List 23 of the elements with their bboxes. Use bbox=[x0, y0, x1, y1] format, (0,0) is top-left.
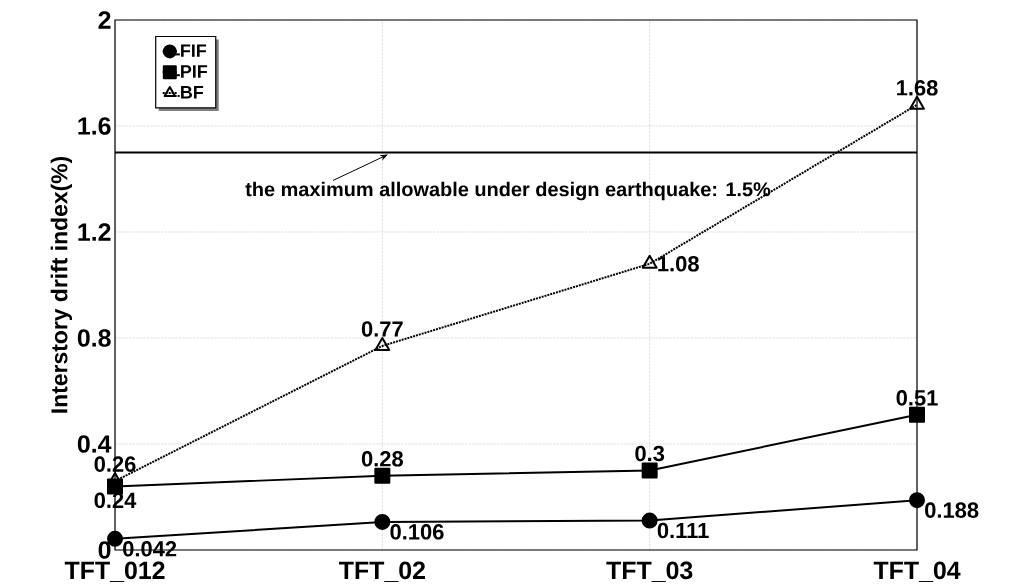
data-label: 0.188 bbox=[925, 502, 979, 518]
x-tick-label: TFT_012 bbox=[64, 561, 165, 582]
x-tick-label: TFT_04 bbox=[873, 561, 961, 582]
legend-label: the maximum allowable under design earthquake: 1.5% bbox=[245, 181, 771, 201]
data-label: 1.08 bbox=[658, 256, 699, 272]
data-label: 0.042 bbox=[123, 541, 177, 557]
y-tick-label: 0.8 bbox=[77, 329, 111, 347]
data-label: 0.28 bbox=[361, 451, 403, 467]
legend-label: BF bbox=[181, 86, 204, 99]
x-tick-label: TFT_03 bbox=[606, 561, 693, 582]
y-tick-label: 1.6 bbox=[78, 117, 111, 135]
legend-label: PIF bbox=[181, 65, 208, 78]
data-label: 0.3 bbox=[635, 445, 665, 462]
data-label: 0.111 bbox=[657, 522, 709, 539]
y-tick-label: 2 bbox=[98, 11, 111, 29]
data-label: 0.77 bbox=[361, 321, 403, 337]
x-tick-label: TFT_02 bbox=[339, 561, 425, 582]
y-axis-title: Interstory drift index(%) bbox=[50, 156, 73, 413]
legend-label: FIF bbox=[181, 44, 207, 57]
y-tick-label: 0.4 bbox=[77, 435, 112, 453]
data-label: 0.106 bbox=[390, 524, 444, 540]
y-tick-label: 0 bbox=[98, 541, 111, 559]
y-tick-label: 1.2 bbox=[78, 223, 111, 241]
